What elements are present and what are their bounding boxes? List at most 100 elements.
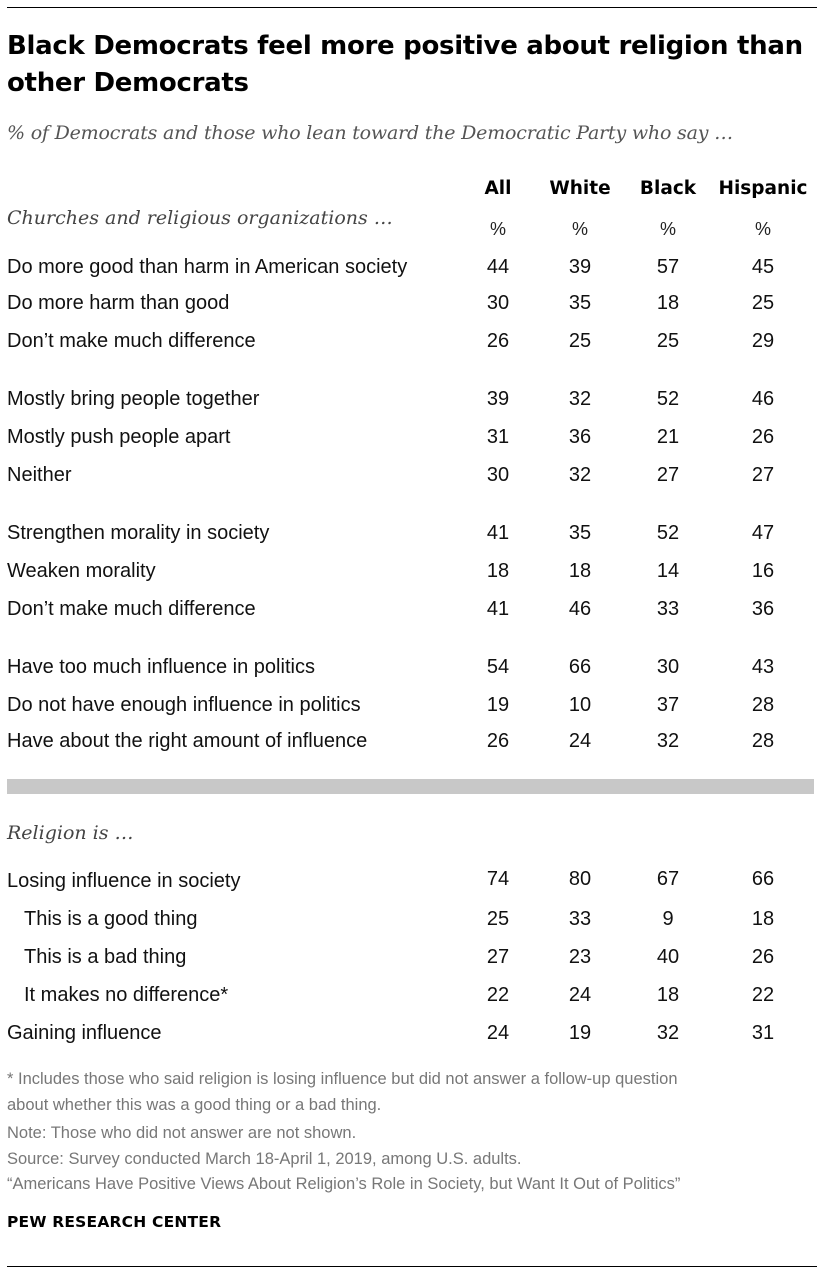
chart-title: Black Democrats feel more positive about… [7, 31, 803, 98]
row-label: Gaining influence [7, 1022, 162, 1044]
table-cell: 52 [656, 522, 680, 544]
table-cell: 24 [568, 730, 592, 752]
table-cell: 31 [486, 426, 510, 448]
table-cell: 39 [568, 256, 592, 278]
row-label: It makes no difference* [24, 984, 229, 1006]
table-cell: 41 [486, 522, 510, 544]
column-header-black: Black [639, 178, 697, 199]
table-cell: 25 [656, 330, 680, 352]
footnote-line: “Americans Have Positive Views About Rel… [7, 1175, 681, 1193]
table-cell: 33 [568, 908, 592, 930]
table-cell: 27 [486, 946, 510, 968]
table-cell: 27 [751, 464, 775, 486]
table-cell: 40 [656, 946, 680, 968]
row-label: Have too much influence in politics [7, 656, 315, 678]
unit-label: % [659, 219, 676, 239]
table-cell: 24 [486, 1022, 510, 1044]
table-cell: 47 [751, 522, 775, 544]
table-cell: 26 [486, 730, 510, 752]
table-cell: 46 [568, 598, 592, 620]
row-label: This is a bad thing [24, 946, 187, 968]
table-cell: 19 [486, 694, 510, 716]
footnote-line: Source: Survey conducted March 18-April … [7, 1150, 522, 1168]
table-cell: 23 [568, 946, 592, 968]
table-cell: 19 [568, 1022, 592, 1044]
table-cell: 31 [751, 1022, 775, 1044]
table-cell: 22 [486, 984, 510, 1006]
footnote-line: Note: Those who did not answer are not s… [7, 1124, 357, 1142]
table-cell: 26 [486, 330, 510, 352]
table-cell: 10 [568, 694, 592, 716]
table-cell: 18 [656, 984, 680, 1006]
table-cell: 26 [751, 426, 775, 448]
row-label: Do more harm than good [7, 292, 230, 314]
table-cell: 30 [486, 464, 510, 486]
table-cell: 41 [486, 598, 510, 620]
table-cell: 45 [751, 256, 775, 278]
row-label: Mostly push people apart [7, 426, 231, 448]
chart-subtitle: % of Democrats and those who lean toward… [7, 122, 733, 144]
table-cell: 16 [751, 560, 775, 582]
section-divider [7, 779, 814, 794]
table-cell: 28 [751, 730, 775, 752]
table-cell: 28 [751, 694, 775, 716]
table-cell: 32 [568, 464, 592, 486]
table-cell: 54 [486, 656, 510, 678]
row-label: Have about the right amount of influence [7, 730, 368, 752]
table-cell: 44 [486, 256, 510, 278]
row-label: Don’t make much difference [7, 598, 256, 620]
brand-logo-text: PEW RESEARCH CENTER [7, 1213, 222, 1231]
column-header-white: White [549, 178, 611, 199]
top-rule [7, 7, 817, 8]
unit-label: % [571, 219, 588, 239]
row-label: Don’t make much difference [7, 330, 256, 352]
row-label: Weaken morality [7, 560, 156, 582]
table-cell: 36 [568, 426, 592, 448]
table-cell: 18 [751, 908, 775, 930]
row-label: Mostly bring people together [7, 388, 260, 410]
table-cell: 80 [568, 868, 592, 890]
table-cell: 35 [568, 522, 592, 544]
row-label: Do not have enough influence in politics [7, 694, 361, 716]
row-label: Do more good than harm in American socie… [7, 256, 408, 278]
footnote-line: about whether this was a good thing or a… [7, 1096, 382, 1114]
table-cell: 14 [656, 560, 680, 582]
table-cell: 18 [486, 560, 510, 582]
section-label: Churches and religious organizations … [7, 207, 393, 229]
table-cell: 66 [751, 868, 775, 890]
footnote-line: * Includes those who said religion is lo… [7, 1070, 678, 1088]
table-cell: 25 [568, 330, 592, 352]
unit-label: % [754, 219, 771, 239]
table-cell: 25 [486, 908, 510, 930]
row-label: Losing influence in society [7, 870, 241, 892]
table-cell: 39 [486, 388, 510, 410]
table-cell: 9 [662, 908, 674, 930]
table-cell: 30 [486, 292, 510, 314]
section-label: Religion is … [7, 822, 134, 844]
table-cell: 36 [751, 598, 775, 620]
table-cell: 37 [656, 694, 680, 716]
table-cell: 25 [751, 292, 775, 314]
table-cell: 27 [656, 464, 680, 486]
table-cell: 35 [568, 292, 592, 314]
table-cell: 21 [656, 426, 680, 448]
column-header-all: All [484, 178, 512, 199]
column-header-hispanic: Hispanic [718, 178, 808, 199]
table-cell: 32 [568, 388, 592, 410]
table-cell: 43 [751, 656, 775, 678]
table-cell: 24 [568, 984, 592, 1006]
row-label: Neither [7, 464, 72, 486]
table-cell: 32 [656, 1022, 680, 1044]
table-cell: 22 [751, 984, 775, 1006]
table-cell: 18 [568, 560, 592, 582]
table-cell: 52 [656, 388, 680, 410]
table-cell: 30 [656, 656, 680, 678]
table-cell: 57 [656, 256, 680, 278]
table-cell: 67 [656, 868, 680, 890]
row-label: Strengthen morality in society [7, 522, 270, 544]
table-cell: 29 [751, 330, 775, 352]
unit-label: % [489, 219, 506, 239]
table-cell: 66 [568, 656, 592, 678]
table-cell: 32 [656, 730, 680, 752]
row-label: This is a good thing [24, 908, 198, 930]
